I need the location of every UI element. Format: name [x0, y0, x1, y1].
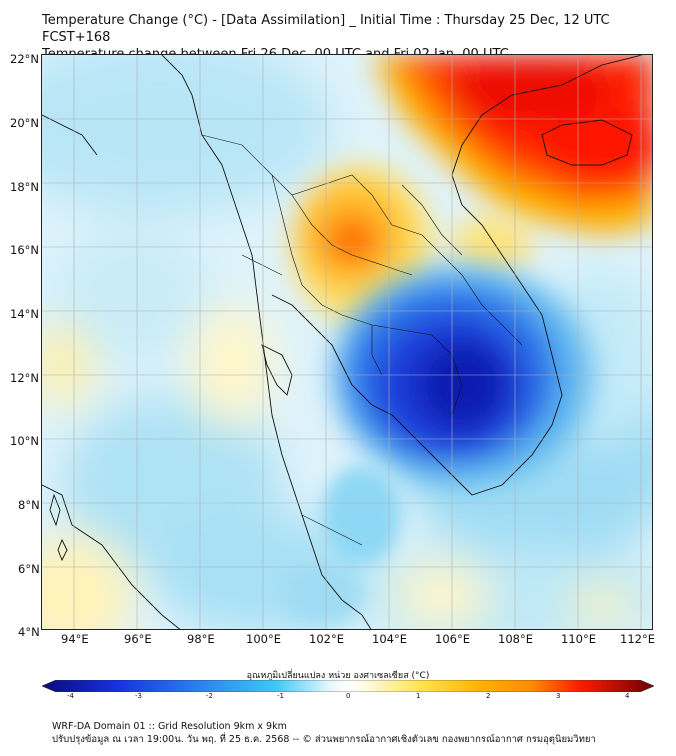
- colorbar-tick--4: -4: [67, 692, 74, 700]
- lon-label-98: 98°E: [187, 632, 215, 646]
- lon-label-102: 102°E: [309, 632, 344, 646]
- lon-label-96: 96°E: [124, 632, 152, 646]
- lon-label-108: 108°E: [498, 632, 533, 646]
- lon-label-94: 94°E: [61, 632, 89, 646]
- lat-label-18: 18°N: [10, 180, 39, 194]
- lat-label-6: 6°N: [18, 562, 40, 576]
- field-warm-north-east: [372, 55, 652, 235]
- lat-label-22: 22°N: [10, 52, 39, 66]
- colorbar-title: อุณหภูมิเปลี่ยนแปลง หน่วย องศาเซลเซียส (…: [246, 671, 430, 681]
- coastlines: [42, 55, 643, 629]
- colorbar-gradient: [42, 680, 654, 692]
- colorbar: [42, 680, 654, 692]
- lat-label-12: 12°N: [10, 371, 39, 385]
- colorbar-tick-1: 1: [416, 692, 421, 700]
- lon-label-110: 110°E: [561, 632, 596, 646]
- colorbar-tick-2: 2: [486, 692, 491, 700]
- map-gridlines: [42, 55, 652, 629]
- colorbar-tick-0: 0: [346, 692, 351, 700]
- colorbar-tick--1: -1: [277, 692, 284, 700]
- lat-label-14: 14°N: [10, 307, 39, 321]
- lat-label-4: 4°N: [18, 625, 40, 639]
- field-warm-pale: [42, 305, 637, 629]
- map-canvas: [42, 55, 652, 629]
- temperature-change-map: [41, 54, 653, 630]
- lon-label-106: 106°E: [435, 632, 470, 646]
- lon-label-100: 100°E: [246, 632, 281, 646]
- colorbar-tick--2: -2: [206, 692, 213, 700]
- footer-credit: ปรับปรุงข้อมูล ณ เวลา 19:00น. วัน พฤ. ที…: [52, 734, 596, 745]
- lat-label-16: 16°N: [10, 243, 39, 257]
- lon-label-104: 104°E: [372, 632, 407, 646]
- colorbar-tick--3: -3: [135, 692, 142, 700]
- colorbar-tick-3: 3: [556, 692, 561, 700]
- lat-label-10: 10°N: [10, 434, 39, 448]
- lat-label-8: 8°N: [18, 498, 40, 512]
- footer-model-info: WRF-DA Domain 01 :: Grid Resolution 9km …: [52, 721, 287, 732]
- footer: WRF-DA Domain 01 :: Grid Resolution 9km …: [52, 720, 596, 746]
- field-cyan-fringe: [282, 465, 402, 625]
- lat-label-20: 20°N: [10, 116, 39, 130]
- lon-label-112: 112°E: [620, 632, 655, 646]
- title-line-1: Temperature Change (°C) - [Data Assimila…: [42, 13, 610, 45]
- colorbar-tick-4: 4: [625, 692, 630, 700]
